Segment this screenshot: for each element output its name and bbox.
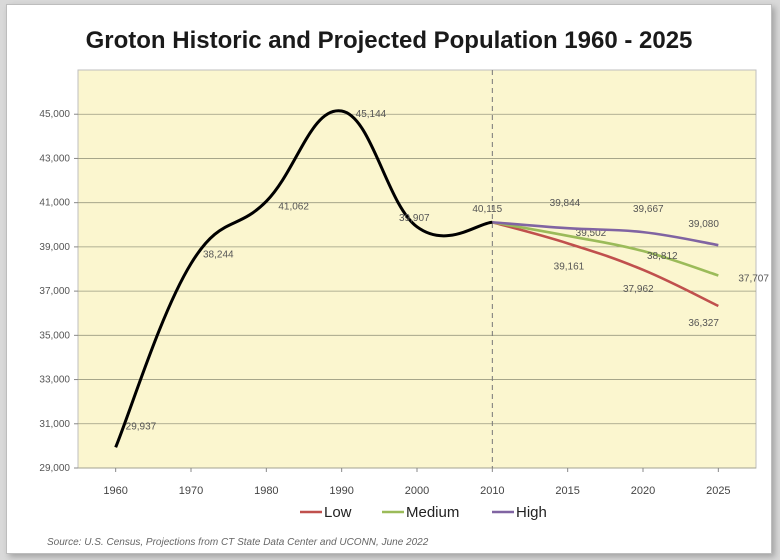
data-label: 37,962: [623, 284, 654, 295]
y-tick-label: 39,000: [39, 242, 70, 253]
data-label: 45,144: [356, 109, 387, 120]
y-tick-label: 31,000: [39, 419, 70, 430]
series-line-medium: [492, 220, 719, 277]
x-tick-label: 2010: [480, 485, 504, 497]
legend-label-medium: Medium: [406, 504, 459, 521]
x-tick-label: 1980: [254, 485, 278, 497]
x-tick-label: 2015: [555, 485, 579, 497]
y-tick-label: 45,000: [39, 109, 70, 120]
data-label: 39,502: [576, 228, 607, 239]
data-label: 38,244: [203, 250, 234, 261]
chart-title: Groton Historic and Projected Population…: [85, 27, 693, 54]
series-line-high: [492, 220, 719, 247]
legend-label-low: Low: [324, 504, 352, 521]
plot-area: [77, 69, 757, 469]
chart-legend: Low Medium High: [300, 504, 547, 521]
data-label: 36,327: [688, 318, 719, 329]
data-label: 41,062: [278, 201, 309, 212]
data-label: 39,080: [688, 219, 719, 230]
data-label: 29,937: [126, 421, 157, 432]
x-tick-label: 1970: [179, 485, 203, 497]
x-tick-label: 2025: [706, 485, 730, 497]
series-line-low: [491, 220, 719, 308]
data-label: 38,812: [647, 251, 678, 262]
y-tick-label: 29,000: [39, 463, 70, 474]
y-tick-label: 35,000: [39, 330, 70, 341]
data-label: 40,115: [472, 204, 502, 215]
series-line-historic: [114, 109, 493, 448]
data-label: 39,907: [399, 213, 430, 224]
chart-source-note: Source: U.S. Census, Projections from CT…: [47, 537, 429, 548]
y-tick-label: 37,000: [39, 286, 70, 297]
x-tick-label: 1960: [103, 485, 127, 497]
data-label: 39,667: [633, 204, 664, 215]
y-tick-label: 33,000: [39, 375, 70, 386]
x-tick-label: 2020: [631, 485, 655, 497]
data-label: 39,844: [550, 198, 581, 209]
y-tick-label: 41,000: [39, 198, 70, 209]
x-tick-label: 2000: [405, 485, 429, 497]
legend-label-high: High: [516, 504, 547, 521]
data-label: 37,707: [738, 273, 769, 284]
y-tick-label: 43,000: [39, 153, 70, 164]
x-tick-label: 1990: [329, 485, 353, 497]
data-label: 39,161: [554, 261, 585, 272]
